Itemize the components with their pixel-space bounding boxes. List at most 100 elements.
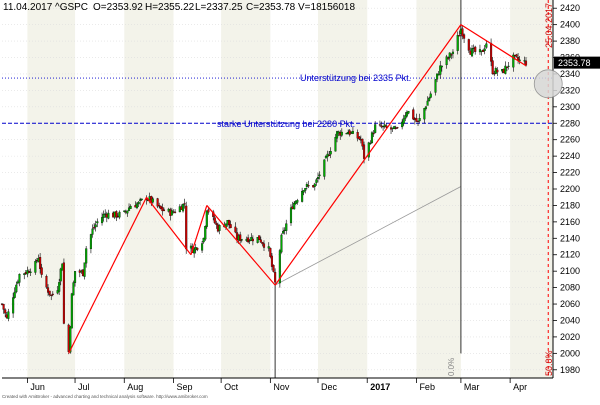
grid (2, 7, 553, 371)
y-tick-label: 2040 (560, 315, 580, 325)
trend-line (146, 196, 192, 256)
candle-body (280, 234, 283, 253)
candle-body (102, 214, 105, 218)
candle-body (267, 246, 270, 249)
month-stripe (416, 0, 461, 378)
y-axis: 1980 2000 2020 2040 2060 2080 2100 2120 2140 2160… (552, 0, 600, 378)
candle-body (512, 54, 515, 68)
trend-line (460, 24, 527, 67)
candle-body (351, 130, 354, 134)
last-price-label: 2353.78 (558, 58, 591, 68)
candle-body (437, 74, 440, 76)
candle-body (174, 211, 177, 213)
support-label-2280: starke Unterstützung bei 2280 Pkt. (217, 119, 355, 129)
candle-body (91, 228, 94, 235)
candle-body (491, 60, 494, 74)
candle-body (202, 237, 205, 243)
x-tick-label: Jun (30, 382, 45, 392)
candle-body (483, 48, 486, 51)
candle-body (440, 65, 443, 68)
candle-body (162, 209, 166, 212)
x-axis: Jun Jul Aug Sep Oct Nov Dec 2017 Feb Mar Apr (2, 377, 553, 392)
candle-body (151, 198, 154, 203)
y-tick-label: 2020 (560, 332, 580, 342)
candle-body (107, 212, 110, 219)
candle-body (458, 35, 461, 37)
candle-body (274, 272, 277, 283)
x-tick-label: Apr (513, 382, 527, 392)
candle-body (356, 132, 359, 139)
header-low: L=2337.25 (195, 2, 243, 13)
x-tick-label: Aug (127, 382, 143, 392)
candle-body (135, 203, 139, 209)
candle-body (396, 127, 399, 129)
candle-body (285, 223, 288, 231)
candle-body (450, 54, 453, 56)
candle-body (385, 125, 388, 128)
candle-body (96, 221, 99, 224)
candle-body (15, 284, 18, 293)
candle-body (129, 205, 132, 209)
candle-body (289, 207, 293, 224)
candle-body (429, 93, 432, 98)
candles (0, 25, 528, 355)
candle-body (307, 185, 310, 187)
candle-body (181, 203, 185, 212)
y-tick-label: 2100 (560, 266, 580, 276)
candle-body (23, 273, 26, 275)
candle-body (428, 97, 431, 101)
x-tick-label: 2017 (370, 382, 390, 392)
candle-body (126, 210, 129, 214)
candle-body (374, 124, 377, 133)
candle-body (193, 248, 196, 254)
candle-body (94, 224, 97, 228)
candle-body (415, 117, 418, 122)
candle-body (328, 154, 331, 156)
candle-body (123, 210, 126, 212)
candle-body (228, 219, 231, 226)
y-tick-label: 2160 (560, 217, 580, 227)
candle-body (269, 247, 272, 257)
candle-body (416, 120, 420, 122)
header-date: 11.04.2017 (3, 2, 53, 13)
y-tick-label: 2240 (560, 151, 580, 161)
trend-line (363, 24, 462, 161)
candle-body (62, 262, 65, 324)
candle-body (70, 293, 73, 329)
candle-body (445, 56, 448, 66)
candle-body (423, 108, 426, 120)
candle-body (158, 205, 161, 207)
y-tick-label: 2300 (560, 102, 580, 112)
candle-body (139, 199, 142, 201)
candle-body (378, 124, 381, 126)
candle-body (369, 142, 372, 145)
candle-body (93, 227, 96, 229)
candle-body (51, 293, 54, 295)
y-tick-label: 2000 (560, 348, 580, 358)
candle-body (215, 222, 218, 225)
candle-body (161, 207, 164, 212)
candle-body (404, 115, 407, 119)
candle-body (393, 126, 396, 130)
candle-body (456, 35, 459, 51)
trend-line (68, 196, 148, 354)
candle-body (318, 174, 321, 177)
candle-body (405, 111, 408, 117)
candle-body (436, 73, 439, 80)
month-stripe (27, 0, 76, 378)
candle-body (196, 247, 199, 250)
candle-body (302, 190, 305, 193)
candle-body (515, 54, 518, 57)
support-label-2335: Unterstützung bei 2335 Pkt. (300, 73, 411, 83)
candle-body (183, 203, 186, 205)
candle-body (251, 238, 254, 242)
candle-body (470, 48, 474, 57)
candle-body (334, 137, 337, 152)
candle-body (394, 127, 397, 129)
candle-body (323, 159, 326, 177)
candle-body (16, 281, 19, 284)
candle-body (218, 225, 221, 231)
header-symbol: ^GSPC (55, 2, 88, 13)
